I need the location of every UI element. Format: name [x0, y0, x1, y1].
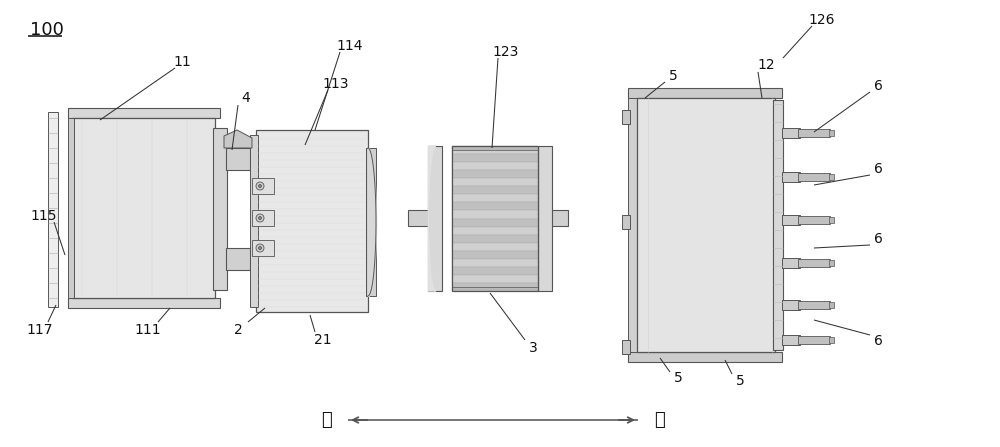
Bar	[622, 110, 630, 124]
Circle shape	[258, 185, 262, 187]
Bar	[452, 178, 538, 186]
Bar	[48, 112, 58, 307]
Bar	[782, 258, 800, 268]
Text: 2: 2	[234, 323, 242, 337]
Bar	[538, 146, 552, 291]
Bar	[773, 100, 783, 350]
Bar	[452, 170, 538, 178]
Bar	[782, 215, 800, 225]
Bar	[252, 178, 274, 194]
Text: 5: 5	[736, 374, 744, 388]
Text: 4: 4	[242, 91, 250, 105]
Circle shape	[256, 214, 264, 222]
Text: 底: 底	[321, 411, 332, 429]
Bar	[452, 243, 538, 251]
Bar	[798, 173, 830, 181]
Text: 5: 5	[674, 371, 682, 385]
Bar	[452, 146, 538, 154]
Text: 3: 3	[529, 341, 537, 355]
Text: 6: 6	[874, 334, 882, 348]
Bar	[798, 336, 830, 344]
Text: 11: 11	[173, 55, 191, 69]
Text: 115: 115	[31, 209, 57, 223]
Text: 6: 6	[874, 79, 882, 93]
Bar	[628, 88, 782, 98]
Text: 111: 111	[135, 323, 161, 337]
Text: 113: 113	[323, 77, 349, 91]
Text: 100: 100	[30, 21, 64, 39]
Circle shape	[258, 216, 262, 219]
Bar	[452, 162, 538, 170]
Bar	[452, 219, 538, 227]
Bar	[452, 154, 538, 162]
Bar	[452, 235, 538, 243]
Bar	[452, 251, 538, 259]
Bar	[452, 227, 538, 235]
Bar	[452, 283, 538, 291]
Circle shape	[256, 182, 264, 190]
Bar	[798, 301, 830, 309]
Bar	[68, 108, 220, 118]
Bar	[428, 146, 442, 291]
Text: 6: 6	[874, 232, 882, 246]
Bar	[798, 129, 830, 137]
Bar	[408, 210, 438, 226]
Bar	[628, 98, 637, 352]
Bar	[68, 298, 220, 308]
Bar	[622, 215, 630, 229]
Polygon shape	[224, 130, 252, 148]
Bar	[250, 135, 258, 307]
Bar	[72, 118, 215, 298]
Bar	[452, 287, 538, 291]
Bar	[452, 259, 538, 267]
Bar	[622, 340, 630, 354]
Bar	[452, 202, 538, 211]
Bar	[226, 148, 250, 170]
Bar	[829, 302, 834, 308]
Bar	[252, 210, 274, 226]
Text: 顶: 顶	[654, 411, 665, 429]
Text: 6: 6	[874, 162, 882, 176]
Bar	[782, 300, 800, 310]
Text: 114: 114	[337, 39, 363, 53]
Text: 21: 21	[314, 333, 332, 347]
Bar	[782, 335, 800, 345]
Bar	[226, 248, 250, 270]
Bar	[452, 267, 538, 275]
Bar	[829, 130, 834, 136]
Bar	[829, 337, 834, 343]
Bar	[637, 98, 775, 352]
Circle shape	[258, 246, 262, 249]
Bar	[829, 217, 834, 223]
Bar	[452, 211, 538, 219]
Circle shape	[256, 244, 264, 252]
Bar	[452, 146, 538, 150]
Text: 126: 126	[809, 13, 835, 27]
Bar	[252, 240, 274, 256]
Bar	[256, 130, 368, 312]
Bar	[829, 174, 834, 180]
Bar	[452, 194, 538, 202]
Bar	[798, 216, 830, 224]
Bar	[538, 210, 568, 226]
Bar	[628, 352, 782, 362]
Text: 12: 12	[757, 58, 775, 72]
Bar	[782, 172, 800, 182]
Bar	[68, 118, 74, 298]
Bar	[213, 128, 227, 290]
Text: 5: 5	[669, 69, 677, 83]
Bar	[452, 146, 538, 291]
Bar	[452, 186, 538, 194]
Bar	[782, 128, 800, 138]
Bar	[452, 275, 538, 283]
Text: 123: 123	[493, 45, 519, 59]
Bar	[798, 259, 830, 267]
Bar	[366, 148, 376, 296]
Text: 117: 117	[27, 323, 53, 337]
Bar	[829, 260, 834, 266]
